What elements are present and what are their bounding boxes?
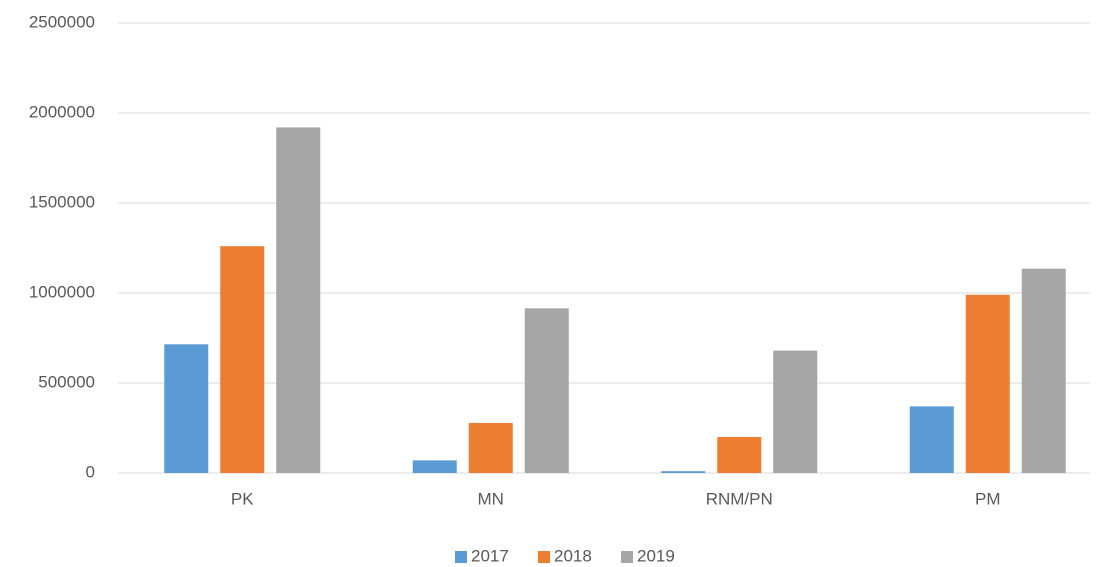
bar: [220, 246, 265, 473]
legend-label: 2018: [554, 546, 592, 565]
bar: [164, 344, 209, 473]
x-tick-label: PM: [975, 489, 1001, 508]
legend-label: 2019: [637, 546, 675, 565]
y-tick-label: 1000000: [29, 282, 95, 301]
bar: [468, 422, 513, 473]
legend-label: 2017: [471, 546, 509, 565]
bar: [276, 127, 321, 474]
bar: [412, 460, 457, 473]
bar: [909, 406, 954, 473]
y-tick-label: 500000: [38, 372, 95, 391]
x-tick-label: MN: [478, 489, 504, 508]
y-tick-label: 1500000: [29, 192, 95, 211]
legend-swatch: [621, 551, 633, 563]
x-tick-label: RNM/PN: [706, 489, 773, 508]
bar: [965, 294, 1010, 473]
bar: [524, 308, 569, 473]
bar: [773, 350, 818, 473]
x-tick-label: PK: [231, 489, 254, 508]
bar: [1021, 268, 1066, 473]
y-tick-label: 0: [86, 462, 95, 481]
y-tick-label: 2500000: [29, 12, 95, 31]
legend-swatch: [455, 551, 467, 563]
bar: [717, 437, 762, 473]
bar: [661, 471, 706, 473]
y-tick-label: 2000000: [29, 102, 95, 121]
legend-swatch: [538, 551, 550, 563]
